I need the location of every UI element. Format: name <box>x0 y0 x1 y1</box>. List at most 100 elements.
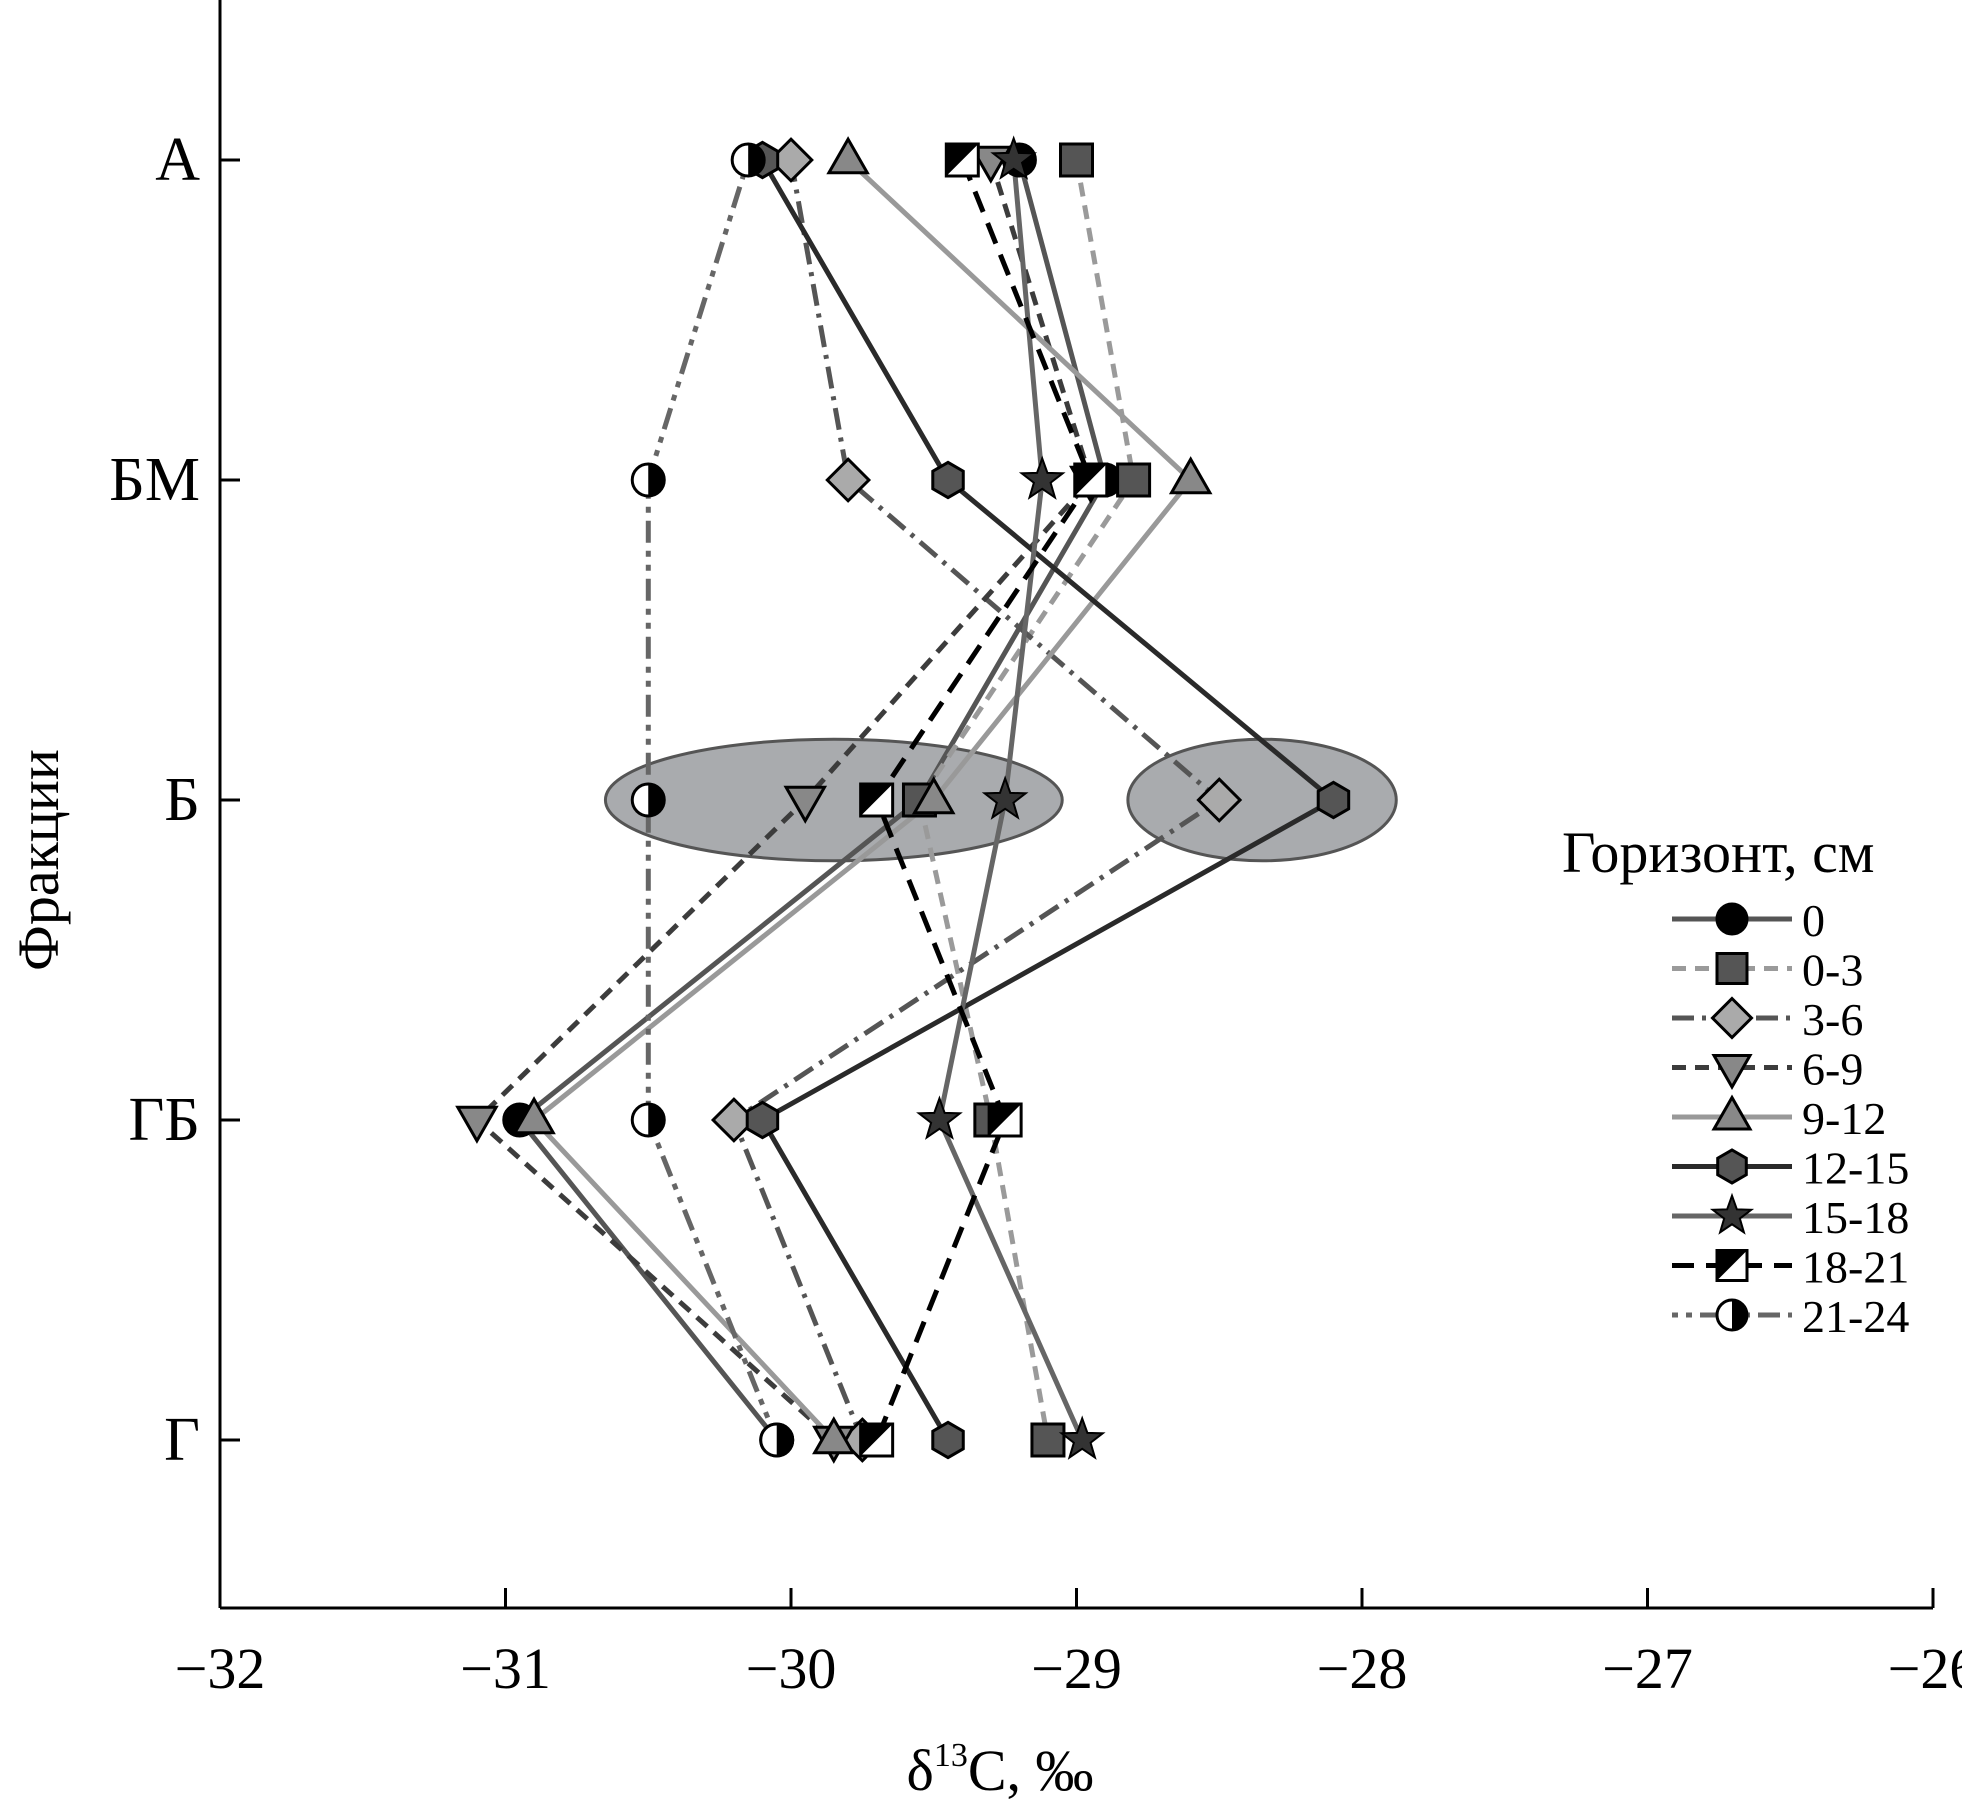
x-axis-title-main: δ <box>906 1738 933 1803</box>
x-axis-title: δ13С, ‰ <box>906 1737 1093 1803</box>
marker-shape <box>759 1422 795 1458</box>
legend-marker <box>1711 1094 1753 1131</box>
marker-shape <box>931 1420 965 1460</box>
marker-half <box>989 1104 1022 1136</box>
legend-entry-15-18: 15-18 <box>1672 1192 1909 1243</box>
legend-entry-0-3: 0-3 <box>1672 945 1863 996</box>
legend-entry-18-21: 18-21 <box>1672 1242 1909 1293</box>
legend-marker <box>1710 996 1754 1040</box>
highlight-ellipse-1 <box>603 737 1064 863</box>
legend-label: 0 <box>1802 895 1825 946</box>
legend-marker <box>1716 1148 1748 1185</box>
legend: Горизонт, см 00-33-66-99-1212-1515-1818-… <box>1562 820 1909 1342</box>
legend-marker <box>1715 902 1749 936</box>
point-15-18-БМ <box>1018 455 1066 500</box>
marker-half <box>648 464 665 496</box>
legend-marker <box>1715 1249 1749 1282</box>
marker-shape <box>1715 902 1749 936</box>
point-12-15-ГБ <box>745 1100 780 1140</box>
point-21-24-А <box>730 142 766 178</box>
marker-shape <box>859 782 895 818</box>
legend-entry-6-9: 6-9 <box>1672 1044 1863 1095</box>
marker-half <box>946 144 979 176</box>
legend-label: 6-9 <box>1802 1044 1863 1095</box>
marker-shape <box>1710 996 1754 1040</box>
marker-half <box>860 784 893 816</box>
marker-half <box>1717 1250 1747 1281</box>
marker-shape <box>931 460 965 500</box>
point-12-15-Г <box>931 1420 965 1460</box>
marker-shape <box>987 1102 1023 1138</box>
series-line-0-3 <box>917 159 1137 1441</box>
point-3-6-БМ <box>825 457 872 503</box>
marker-shape <box>745 1100 780 1140</box>
point-21-24-Б <box>630 782 666 818</box>
legend-label: 15-18 <box>1802 1192 1909 1243</box>
point-12-15-Б <box>1316 780 1351 820</box>
point-9-12-Б <box>911 776 956 815</box>
marker-shape <box>1716 1148 1748 1185</box>
point-15-18-А <box>990 135 1038 180</box>
marker-shape <box>944 142 980 178</box>
marker-shape <box>1018 455 1066 500</box>
marker-shape <box>512 1096 556 1135</box>
x-tick-label: −26 <box>1888 1636 1962 1701</box>
x-tick-label: −30 <box>746 1636 837 1701</box>
marker-shape <box>1709 1192 1755 1235</box>
marker-shape <box>630 462 666 498</box>
marker-shape <box>1711 1054 1753 1091</box>
legend-entry-3-6: 3-6 <box>1672 994 1863 1045</box>
point-21-24-Г <box>759 1422 795 1458</box>
point-0-3-А <box>1059 142 1094 178</box>
point-15-18-ГБ <box>916 1095 963 1140</box>
x-tick-label: −29 <box>1031 1636 1122 1701</box>
marker-shape <box>1059 142 1094 178</box>
marker-shape <box>1316 780 1351 820</box>
point-9-12-Г <box>812 1416 856 1455</box>
point-18-21-БМ <box>1073 462 1109 498</box>
point-15-18-Б <box>981 775 1029 820</box>
marker-shape <box>1058 1415 1106 1460</box>
y-tick-label: Б <box>164 766 200 834</box>
marker-shape <box>1116 462 1152 498</box>
marker-half <box>648 1104 665 1136</box>
legend-label: 21-24 <box>1802 1291 1909 1342</box>
marker-shape <box>859 1422 895 1458</box>
legend-title: Горизонт, см <box>1562 820 1875 885</box>
marker-shape <box>1715 1249 1749 1282</box>
marker-shape <box>981 775 1029 820</box>
x-tick-label: −32 <box>175 1636 266 1701</box>
legend-entry-9-12: 9-12 <box>1672 1093 1886 1144</box>
legend-label: 3-6 <box>1802 994 1863 1045</box>
marker-shape <box>916 1095 963 1140</box>
x-tick-label: −28 <box>1317 1636 1408 1701</box>
legend-label: 18-21 <box>1802 1242 1909 1293</box>
x-axis-title-sup: 13 <box>934 1737 968 1774</box>
point-18-21-ГБ <box>987 1102 1023 1138</box>
marker-half <box>1732 1300 1747 1330</box>
legend-entry-12-15: 12-15 <box>1672 1143 1909 1194</box>
marker-shape <box>1168 456 1213 495</box>
point-3-6-Б <box>1196 777 1243 823</box>
marker-shape <box>1711 1094 1753 1131</box>
marker-half <box>776 1424 793 1456</box>
marker-shape <box>826 136 870 175</box>
point-0-3-Г <box>1030 1422 1066 1458</box>
legend-entry-0: 0 <box>1672 895 1825 946</box>
legend-marker <box>1715 952 1749 985</box>
y-axis-title: Фракции <box>6 749 71 971</box>
marker-half <box>860 1424 893 1456</box>
marker-shape <box>783 785 828 824</box>
point-18-21-Б <box>859 782 895 818</box>
point-12-15-БМ <box>931 460 965 500</box>
y-tick-label: А <box>155 126 200 194</box>
marker-shape <box>825 457 872 503</box>
marker-shape <box>911 776 956 815</box>
marker-shape <box>1030 1422 1066 1458</box>
marker-shape <box>990 135 1038 180</box>
point-21-24-ГБ <box>630 1102 666 1138</box>
point-9-12-БМ <box>1168 456 1213 495</box>
legend-marker <box>1711 1054 1753 1091</box>
marker-half <box>748 144 765 176</box>
